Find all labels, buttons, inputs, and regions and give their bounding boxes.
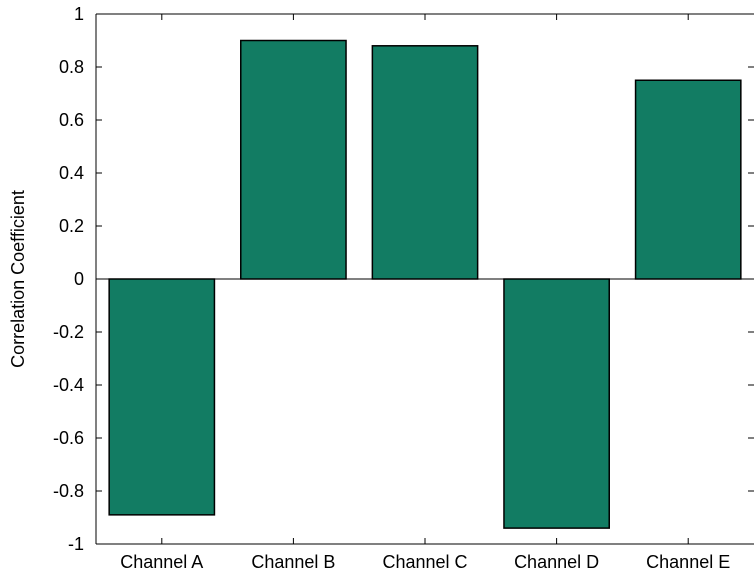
bar-channel-c (371, 45, 479, 280)
y-tick-label: 0.4 (59, 163, 84, 183)
y-tick-label: -0.6 (53, 428, 84, 448)
category-label: Channel C (382, 552, 467, 572)
category-label: Channel A (120, 552, 203, 572)
category-labels: Channel A Channel B Channel C Channel D Chan… (120, 552, 730, 572)
x-tick-marks (161, 14, 689, 544)
bars (108, 39, 742, 529)
y-tick-label: -1 (68, 534, 84, 554)
bar-channel-e (634, 79, 742, 280)
y-tick-label: 0.2 (59, 216, 84, 236)
category-label: Channel E (646, 552, 730, 572)
y-tick-label: -0.4 (53, 375, 84, 395)
bar-channel-b (240, 39, 347, 280)
bar-channel-a (108, 278, 216, 516)
y-axis-label: Correlation Coefficient (8, 190, 28, 368)
y-tick-labels: 1 0.8 0.6 0.4 0.2 0 -0.2 -0.4 -0.6 -0.8 -1 (53, 4, 84, 554)
y-tick-label: -0.8 (53, 481, 84, 501)
y-tick-label: -0.2 (53, 322, 84, 342)
y-tick-label: 0 (74, 269, 84, 289)
category-label: Channel D (514, 552, 599, 572)
y-tick-label: 0.6 (59, 110, 84, 130)
y-tick-label: 0.8 (59, 57, 84, 77)
y-tick-label: 1 (74, 4, 84, 24)
category-label: Channel B (251, 552, 335, 572)
bar-channel-d (503, 278, 610, 529)
